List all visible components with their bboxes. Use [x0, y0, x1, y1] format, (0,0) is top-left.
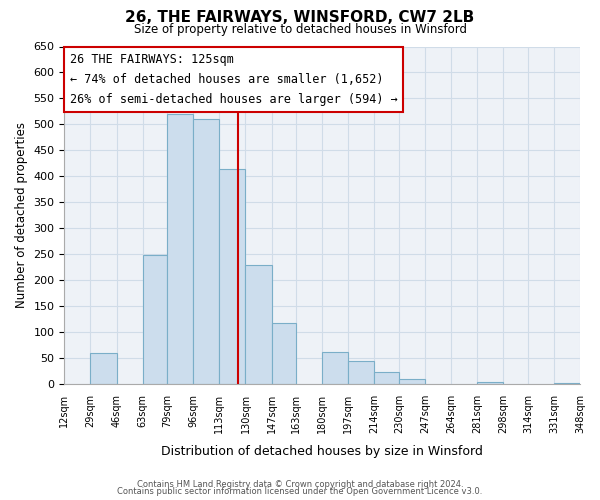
- Bar: [477, 382, 503, 384]
- Text: Size of property relative to detached houses in Winsford: Size of property relative to detached ho…: [133, 22, 467, 36]
- Bar: [272, 324, 296, 384]
- Bar: [167, 114, 193, 384]
- Bar: [91, 353, 116, 384]
- Bar: [245, 266, 272, 384]
- Bar: [374, 372, 399, 384]
- Bar: [399, 379, 425, 384]
- X-axis label: Distribution of detached houses by size in Winsford: Distribution of detached houses by size …: [161, 444, 483, 458]
- Bar: [143, 256, 167, 384]
- Text: 26, THE FAIRWAYS, WINSFORD, CW7 2LB: 26, THE FAIRWAYS, WINSFORD, CW7 2LB: [125, 10, 475, 25]
- Bar: [220, 168, 245, 384]
- Bar: [322, 352, 348, 384]
- Y-axis label: Number of detached properties: Number of detached properties: [15, 122, 28, 308]
- Bar: [348, 361, 374, 384]
- Bar: [554, 382, 580, 384]
- Text: Contains HM Land Registry data © Crown copyright and database right 2024.: Contains HM Land Registry data © Crown c…: [137, 480, 463, 489]
- Text: Contains public sector information licensed under the Open Government Licence v3: Contains public sector information licen…: [118, 487, 482, 496]
- Text: 26 THE FAIRWAYS: 125sqm
← 74% of detached houses are smaller (1,652)
26% of semi: 26 THE FAIRWAYS: 125sqm ← 74% of detache…: [70, 54, 397, 106]
- Bar: [193, 120, 220, 384]
